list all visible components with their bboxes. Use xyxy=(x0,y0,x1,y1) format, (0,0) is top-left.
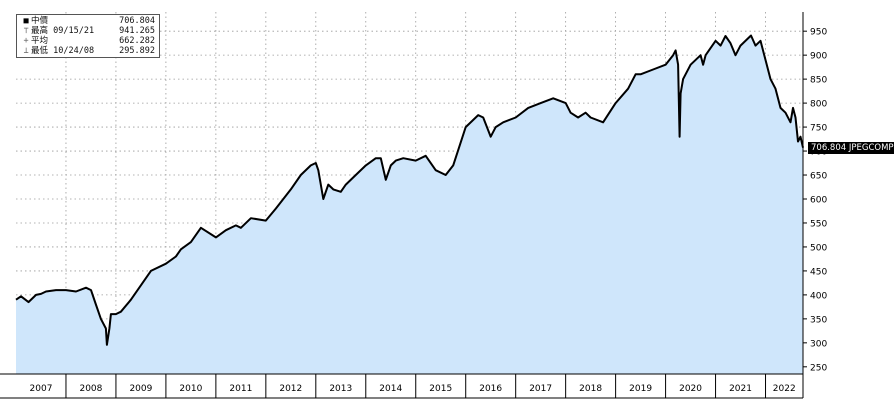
y-tick-label: 850 xyxy=(810,76,827,86)
x-tick-label: 2016 xyxy=(479,384,502,394)
series-area-fill xyxy=(16,35,803,374)
y-tick-label: 800 xyxy=(810,100,827,110)
x-tick-label: 2007 xyxy=(30,384,53,394)
legend-avg-label: 平均 xyxy=(31,36,49,46)
x-tick-label: 2017 xyxy=(529,384,552,394)
legend-low-value: 295.892 xyxy=(119,46,155,56)
x-tick-label: 2014 xyxy=(379,384,402,394)
legend-box: ■ 中價 706.804 ⊤ 最高 09/15/21 941.265 + 平均 … xyxy=(16,14,160,58)
legend-low-label: 最低 10/24/08 xyxy=(31,46,95,56)
x-tick-label: 2020 xyxy=(679,384,702,394)
y-tick-label: 500 xyxy=(810,243,827,253)
x-tick-label: 2022 xyxy=(773,384,796,394)
legend-high-marker-icon: ⊤ xyxy=(23,26,29,36)
y-tick-label: 450 xyxy=(810,267,827,277)
x-tick-label: 2008 xyxy=(79,384,102,394)
y-axis: 2503003504004505005506006507007508008509… xyxy=(802,12,827,398)
last-value-tag: 706.804 JPEGCOMP xyxy=(808,141,894,154)
legend-row-low: ⊥ 最低 10/24/08 295.892 xyxy=(21,46,155,56)
legend-low-marker-icon: ⊥ xyxy=(23,46,29,56)
x-tick-label: 2011 xyxy=(229,384,252,394)
legend-avg-value: 662.282 xyxy=(119,36,155,46)
legend-row-last: ■ 中價 706.804 xyxy=(21,16,155,26)
y-tick-label: 300 xyxy=(810,339,827,349)
x-axis: 2007 2008 2009 2010 2011 2012 2013 2014 2015 2016… xyxy=(0,373,803,399)
y-tick-label: 550 xyxy=(810,219,827,229)
legend-square-icon: ■ xyxy=(23,16,29,26)
legend-last-value: 706.804 xyxy=(119,16,155,26)
y-tick-label: 750 xyxy=(810,124,827,134)
x-tick-label: 2018 xyxy=(579,384,602,394)
x-tick-label: 2013 xyxy=(329,384,352,394)
legend-avg-marker-icon: + xyxy=(23,36,29,46)
legend-row-avg: + 平均 662.282 xyxy=(21,36,155,46)
y-tick-label: 250 xyxy=(810,363,827,373)
y-tick-label: 650 xyxy=(810,172,827,182)
y-tick-label: 350 xyxy=(810,315,827,325)
y-tick-label: 950 xyxy=(810,28,827,38)
x-tick-label: 2009 xyxy=(129,384,152,394)
legend-high-value: 941.265 xyxy=(119,26,155,36)
x-tick-label: 2015 xyxy=(429,384,452,394)
legend-last-label: 中價 xyxy=(31,16,49,26)
x-tick-label: 2012 xyxy=(279,384,302,394)
y-tick-label: 400 xyxy=(810,291,827,301)
series-line xyxy=(15,34,804,346)
x-tick-label: 2019 xyxy=(629,384,652,394)
x-tick-label: 2010 xyxy=(179,384,202,394)
y-tick-label: 600 xyxy=(810,195,827,205)
y-tick-label: 900 xyxy=(810,52,827,62)
x-tick-label: 2021 xyxy=(729,384,752,394)
legend-row-high: ⊤ 最高 09/15/21 941.265 xyxy=(21,26,155,36)
legend-high-label: 最高 09/15/21 xyxy=(31,26,95,36)
